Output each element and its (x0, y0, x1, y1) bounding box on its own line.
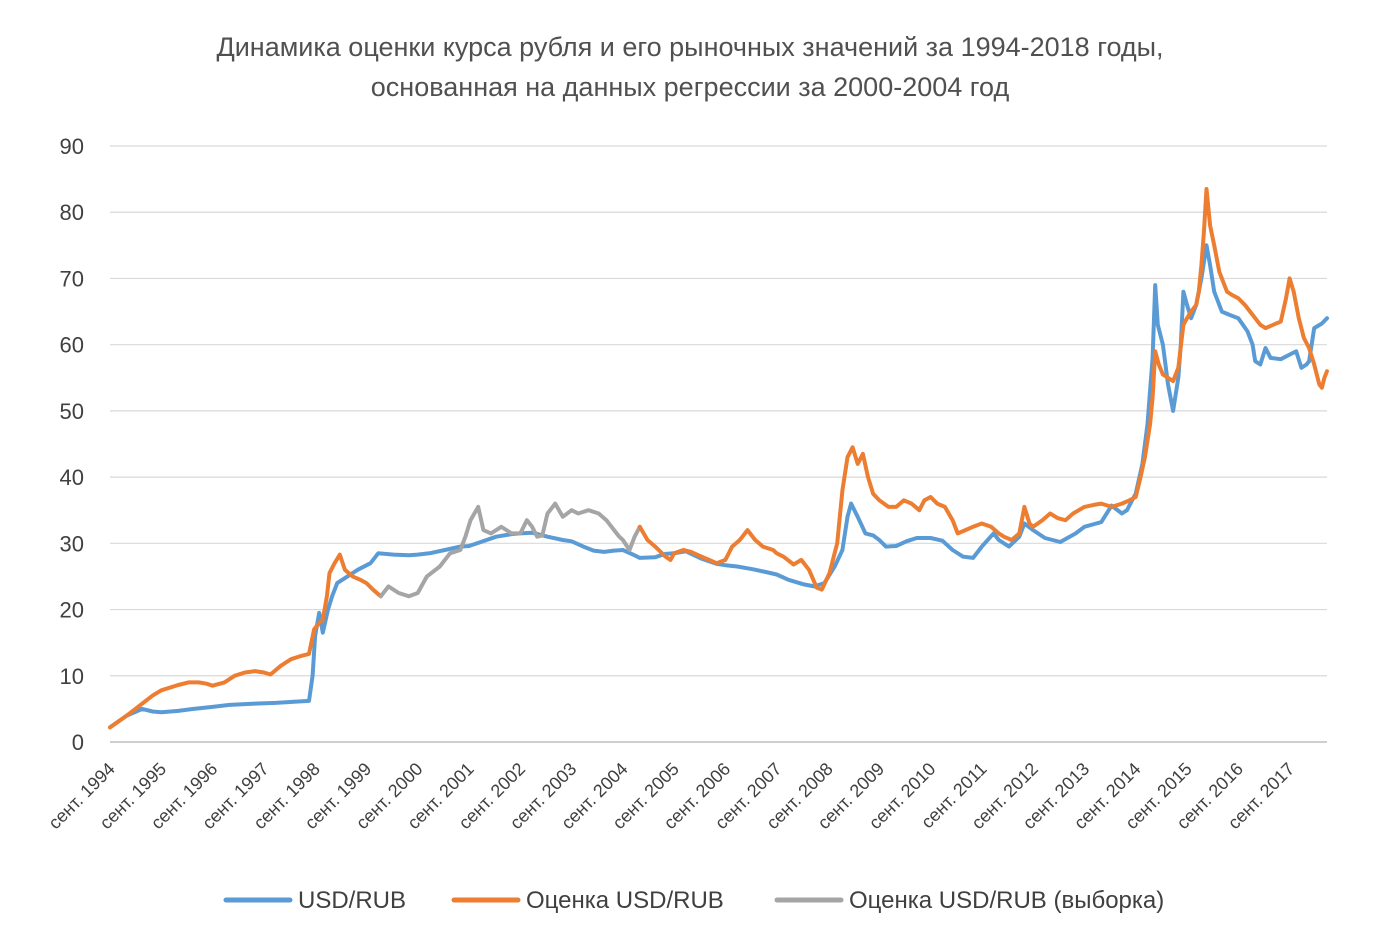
legend-label: Оценка USD/RUB (526, 887, 724, 914)
legend-label: Оценка USD/RUB (выборка) (849, 887, 1164, 914)
y-tick-label: 50 (60, 399, 84, 424)
legend-label: USD/RUB (298, 887, 406, 914)
chart-title-line-2: основанная на данных регрессии за 2000-2… (371, 72, 1010, 102)
y-tick-label: 80 (60, 200, 84, 225)
y-tick-label: 60 (60, 333, 84, 358)
y-tick-label: 90 (60, 134, 84, 159)
series-line-0 (108, 243, 1329, 730)
series-line-2 (378, 501, 642, 599)
series-lines (108, 187, 1329, 730)
y-axis-ticks: 0 10 20 30 40 50 60 70 80 90 (60, 134, 84, 755)
y-tick-label: 20 (60, 598, 84, 623)
legend: USD/RUB Оценка USD/RUB Оценка USD/RUB (выб… (223, 887, 1164, 914)
chart-title: Динамика оценки курса рубля и его рыночн… (216, 32, 1163, 102)
series-line-1 (108, 552, 383, 730)
y-tick-label: 70 (60, 266, 84, 291)
y-tick-label: 40 (60, 465, 84, 490)
y-tick-label: 30 (60, 531, 84, 556)
y-tick-label: 10 (60, 664, 84, 689)
series-line-3 (637, 187, 1329, 592)
gridlines (110, 145, 1327, 743)
chart-title-line-1: Динамика оценки курса рубля и его рыночн… (216, 32, 1163, 62)
y-tick-label: 0 (72, 730, 84, 755)
